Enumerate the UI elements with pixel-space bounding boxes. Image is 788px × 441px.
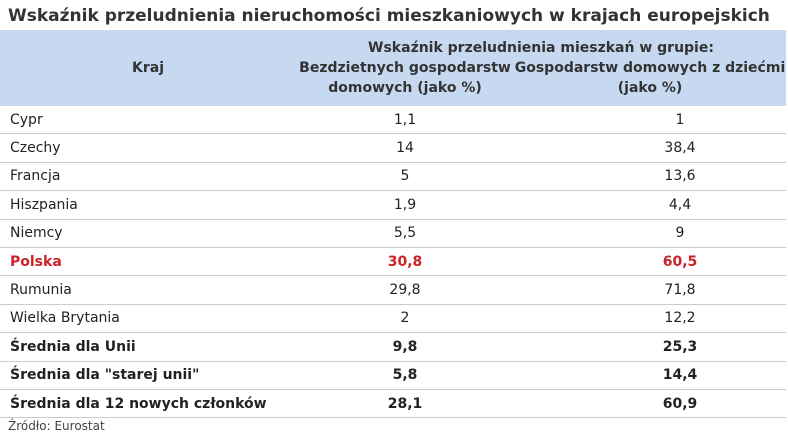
header-group: Wskaźnik przeludnienia mieszkań w grupie… xyxy=(296,30,786,58)
childless-cell: 28,1 xyxy=(296,389,514,419)
header-country: Kraj xyxy=(0,30,296,106)
country-cell: Rumunia xyxy=(0,275,296,305)
table-row: Czechy 14 38,4 xyxy=(0,133,786,163)
childless-cell: 1,9 xyxy=(296,190,514,220)
childless-cell: 30,8 xyxy=(296,247,514,277)
with-children-cell: 60,9 xyxy=(514,389,786,419)
table-body: Cypr 1,1 1 Czechy 14 38,4 Francja 5 13,6… xyxy=(0,106,786,419)
table-row-summary: Średnia dla 12 nowych członków 28,1 60,9 xyxy=(0,389,786,419)
childless-cell: 5,8 xyxy=(296,361,514,390)
country-cell: Średnia dla "starej unii" xyxy=(0,361,296,390)
childless-cell: 1,1 xyxy=(296,106,514,135)
with-children-cell: 25,3 xyxy=(514,332,786,362)
table-row: Niemcy 5,5 9 xyxy=(0,219,786,248)
country-cell: Średnia dla Unii xyxy=(0,332,296,362)
with-children-cell: 9 xyxy=(514,219,786,248)
country-cell: Średnia dla 12 nowych członków xyxy=(0,389,296,419)
table-row: Rumunia 29,8 71,8 xyxy=(0,275,786,305)
header-row-group: Kraj Wskaźnik przeludnienia mieszkań w g… xyxy=(0,30,786,106)
country-cell: Francja xyxy=(0,162,296,192)
table-header: Kraj Wskaźnik przeludnienia mieszkań w g… xyxy=(0,30,786,106)
country-cell: Cypr xyxy=(0,106,296,135)
table-row-summary: Średnia dla "starej unii" 5,8 14,4 xyxy=(0,361,786,390)
header-row-columns: Bezdzietnych gospodarstw domowych (jako … xyxy=(0,58,786,106)
table-row-summary: Średnia dla Unii 9,8 25,3 xyxy=(0,332,786,362)
with-children-cell: 12,2 xyxy=(514,304,786,334)
with-children-cell: 1 xyxy=(514,106,786,135)
country-cell: Czechy xyxy=(0,133,296,163)
childless-cell: 5,5 xyxy=(296,219,514,248)
with-children-cell: 71,8 xyxy=(514,275,786,305)
country-cell: Hiszpania xyxy=(0,190,296,220)
with-children-cell: 4,4 xyxy=(514,190,786,220)
childless-cell: 14 xyxy=(296,133,514,163)
table-row: Wielka Brytania 2 12,2 xyxy=(0,304,786,334)
table-row: Francja 5 13,6 xyxy=(0,162,786,192)
childless-cell: 9,8 xyxy=(296,332,514,362)
with-children-cell: 13,6 xyxy=(514,162,786,192)
country-cell: Wielka Brytania xyxy=(0,304,296,334)
with-children-cell: 38,4 xyxy=(514,133,786,163)
data-table: Kraj Wskaźnik przeludnienia mieszkań w g… xyxy=(0,30,786,419)
childless-cell: 2 xyxy=(296,304,514,334)
table-row: Hiszpania 1,9 4,4 xyxy=(0,190,786,220)
country-cell: Niemcy xyxy=(0,219,296,248)
page-title: Wskaźnik przeludnienia nieruchomości mie… xyxy=(8,6,770,26)
with-children-cell: 14,4 xyxy=(514,361,786,390)
table-row: Cypr 1,1 1 xyxy=(0,106,786,135)
with-children-cell: 60,5 xyxy=(514,247,786,277)
header-childless: Bezdzietnych gospodarstw domowych (jako … xyxy=(296,58,514,106)
childless-cell: 5 xyxy=(296,162,514,192)
header-with-children: Gospodarstw domowych z dziećmi (jako %) xyxy=(514,58,786,106)
country-cell: Polska xyxy=(0,247,296,277)
source-note: Źródło: Eurostat xyxy=(8,419,105,433)
table-row-highlighted: Polska 30,8 60,5 xyxy=(0,247,786,277)
childless-cell: 29,8 xyxy=(296,275,514,305)
